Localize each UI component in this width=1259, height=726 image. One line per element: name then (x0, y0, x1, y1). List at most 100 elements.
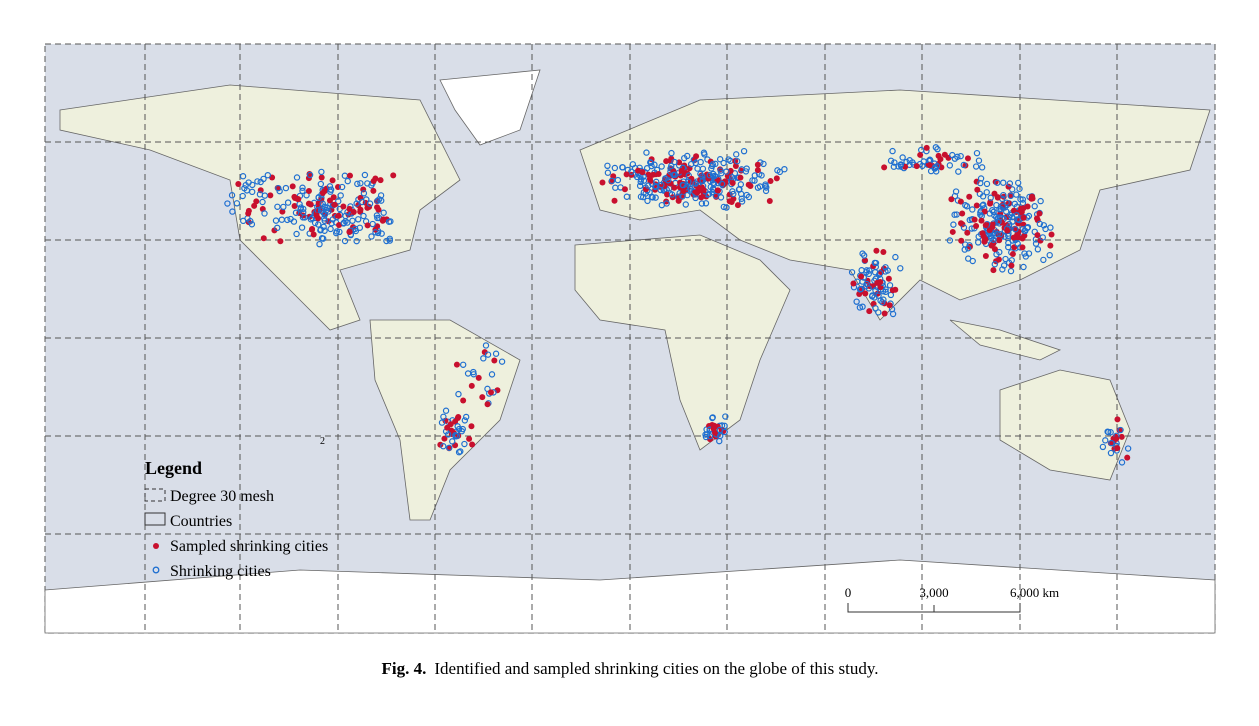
shrinking-city (1031, 203, 1038, 210)
shrinking-city (315, 194, 322, 201)
shrinking-city (1099, 443, 1107, 451)
shrinking-city (292, 209, 300, 216)
sampled-city (980, 233, 987, 240)
shrinking-city (730, 190, 737, 198)
shrinking-city (1039, 234, 1047, 241)
sampled-city (958, 220, 965, 227)
shrinking-city (352, 227, 360, 235)
sampled-city (734, 202, 741, 209)
shrinking-city (658, 201, 666, 209)
shrinking-city (319, 200, 326, 207)
legend-title: Legend (145, 458, 202, 478)
shrinking-city (366, 200, 374, 207)
sampled-city (267, 192, 274, 199)
shrinking-city (975, 157, 983, 164)
shrinking-city (762, 181, 769, 188)
shrinking-city (361, 171, 369, 179)
shrinking-city (488, 371, 496, 378)
shrinking-city (717, 167, 724, 174)
shrinking-city (243, 187, 251, 194)
shrinking-city (859, 303, 866, 310)
shrinking-city (718, 180, 726, 188)
shrinking-city (608, 177, 616, 185)
shrinking-city (374, 214, 381, 222)
shrinking-city (1037, 197, 1044, 205)
sampled-city (372, 175, 379, 182)
shrinking-city (299, 184, 306, 191)
shrinking-city (1011, 200, 1018, 208)
shrinking-city (709, 414, 716, 421)
shrinking-city (340, 219, 347, 227)
shrinking-city (1005, 243, 1012, 251)
shrinking-city (657, 186, 664, 194)
sampled-city (957, 198, 964, 205)
sampled-city (260, 235, 267, 242)
legend-icon (152, 566, 160, 574)
shrinking-city (774, 167, 781, 174)
sampled-city (923, 144, 930, 151)
shrinking-city (353, 200, 360, 207)
legend-icon (153, 543, 159, 549)
shrinking-city (248, 221, 256, 228)
shrinking-city (328, 220, 335, 227)
sampled-city (1004, 227, 1011, 234)
shrinking-city (1014, 179, 1022, 187)
sampled-city (650, 171, 657, 178)
shrinking-city (259, 198, 266, 206)
shrinking-city (327, 225, 334, 233)
sampled-city (648, 156, 655, 163)
shrinking-city (461, 440, 468, 448)
sampled-city (677, 172, 684, 179)
shrinking-city (957, 152, 964, 160)
sampled-city (773, 175, 780, 182)
shrinking-city (692, 194, 699, 202)
sampled-city (973, 223, 980, 230)
shrinking-city (699, 173, 706, 180)
shrinking-city (1102, 437, 1109, 444)
shrinking-city (484, 351, 492, 358)
shrinking-city (990, 236, 997, 243)
shrinking-city (644, 197, 651, 205)
shrinking-city (889, 147, 896, 155)
shrinking-city (760, 160, 767, 168)
shrinking-city (498, 358, 506, 365)
shrinking-city (261, 192, 269, 199)
shrinking-city (993, 201, 1000, 209)
shrinking-city (308, 214, 316, 222)
shrinking-city (965, 255, 972, 262)
shrinking-city (889, 310, 897, 318)
shrinking-city (464, 370, 472, 377)
sampled-city (1037, 237, 1044, 244)
sampled-city (767, 178, 774, 185)
shrinking-city (337, 192, 344, 199)
shrinking-city (1013, 212, 1020, 219)
shrinking-city (969, 206, 976, 213)
sampled-city (949, 228, 956, 235)
sampled-city (1021, 232, 1028, 239)
sampled-city (850, 280, 857, 287)
shrinking-city (249, 181, 256, 189)
shrinking-city (380, 209, 387, 216)
shrinking-city (700, 149, 708, 156)
shrinking-city (290, 218, 298, 225)
shrinking-city (280, 203, 287, 211)
sampled-city (964, 229, 971, 236)
sampled-city (623, 171, 630, 178)
sampled-city (991, 190, 998, 197)
sampled-city (1113, 435, 1120, 442)
shrinking-city (682, 201, 689, 208)
shrinking-city (317, 226, 325, 233)
shrinking-city (261, 210, 268, 217)
sampled-city (315, 215, 322, 222)
shrinking-city (1000, 191, 1007, 199)
sampled-city (948, 196, 955, 203)
shrinking-city (332, 229, 340, 237)
shrinking-city (712, 192, 720, 199)
shrinking-city (859, 250, 866, 257)
shrinking-city (374, 197, 381, 204)
shrinking-city (733, 151, 740, 158)
shrinking-city (1040, 222, 1048, 229)
sampled-city (981, 208, 988, 215)
shrinking-city (987, 194, 994, 201)
